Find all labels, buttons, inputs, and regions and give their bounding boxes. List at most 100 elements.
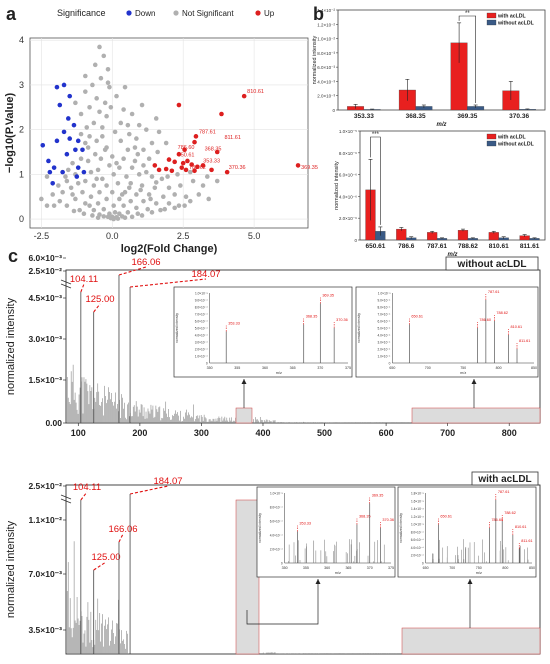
inset-y-tick-label: 1.0×10⁻³ (378, 292, 391, 296)
y-tick-label: 3.5×10⁻³ (28, 625, 62, 635)
inset-x-tick-label: 650 (423, 566, 429, 570)
point-down (40, 142, 46, 148)
inset-y-tick-label: 0 (206, 362, 208, 366)
y-axis-label: normalized intensity (334, 161, 340, 210)
inset-y-tick-label: 0 (389, 362, 391, 366)
point-up (183, 167, 189, 173)
y-tick-label: 2.0×10⁻³ (317, 94, 335, 99)
point-down (54, 138, 60, 144)
point-label: 370.36 (229, 165, 246, 171)
point-not-significant (50, 192, 55, 197)
inset-x-tick-label: 370 (317, 366, 323, 370)
point-not-significant (73, 100, 78, 106)
inset-peak-label: 810.61 (511, 325, 523, 329)
peak-label: 166.06 (131, 257, 160, 268)
inset-peak-label: 811.61 (521, 539, 532, 543)
point-not-significant (81, 211, 87, 216)
point-down (47, 169, 53, 175)
point-not-significant (145, 206, 151, 212)
inset-y-tick-label: 2.0×10⁻⁴ (411, 554, 425, 558)
y-tick-label: 1.0×10⁻² (317, 37, 335, 42)
inset-x-tick-label: 360 (262, 366, 268, 370)
inset-y-tick-label: 7.0×10⁻⁴ (378, 313, 392, 317)
point-not-significant (126, 185, 132, 191)
legend-swatch (486, 140, 497, 147)
point-down (46, 158, 51, 164)
point-not-significant (132, 158, 138, 164)
y-tick-label: 0 (332, 108, 335, 113)
point-not-significant (85, 145, 91, 150)
point-not-significant (163, 140, 169, 146)
point-not-significant (101, 53, 107, 59)
point-label: 788.62 (189, 165, 206, 171)
point-not-significant (153, 201, 159, 206)
significance-label: *** (372, 132, 380, 138)
point-not-significant (148, 196, 153, 202)
inset-x-tick-label: 365 (290, 366, 296, 370)
point-not-significant (183, 194, 189, 200)
x-tick-label: 700 (440, 428, 455, 438)
inset-peak-label: 811.61 (519, 339, 530, 343)
panel-c-spectrum-with: with acLDL 3.5×10⁻³ 7.0×10⁻³ 1.1×10⁻² 2.5×10… (5, 471, 541, 655)
point-label: 650.61 (178, 153, 195, 159)
point-not-significant (70, 192, 75, 197)
inset-x-axis-label: m/z (476, 571, 482, 575)
point-not-significant (88, 169, 94, 175)
point-label: 787.61 (199, 129, 216, 135)
point-not-significant (117, 165, 122, 170)
point-label: 811.61 (224, 135, 240, 141)
x-axis-label: log2(Fold Change) (121, 243, 218, 255)
point-not-significant (204, 174, 210, 179)
point-not-significant (44, 203, 50, 208)
point-not-significant (187, 169, 193, 175)
x-tick-label: 100 (71, 428, 86, 438)
point-not-significant (176, 203, 182, 208)
inset-y-tick-label: 1.0×10⁻³ (270, 492, 283, 496)
point-not-significant (144, 127, 149, 132)
point-up (214, 149, 220, 155)
bar-with (427, 232, 438, 241)
legend-marker (255, 10, 261, 16)
zoom-arrowhead (471, 379, 477, 384)
point-not-significant (214, 178, 220, 184)
inset-y-tick-label: 6.0×10⁻⁴ (195, 320, 209, 324)
point-not-significant (92, 62, 98, 68)
point-not-significant (101, 214, 107, 219)
x-tick-label: 650.61 (365, 243, 385, 250)
point-up (156, 167, 162, 173)
point-not-significant (134, 136, 139, 141)
panel-c-spectrum-without: without acLDL 0.00 1.5×10⁻³ 3.0×10⁻³ 4.5×10⁻… (5, 253, 541, 438)
point-not-significant (118, 120, 124, 126)
inset-x-tick-label: 750 (460, 366, 466, 370)
inset-y-tick-label: 9.0×10⁻⁴ (195, 299, 209, 303)
peak-leader (80, 283, 85, 293)
inset-y-tick-label: 6.0×10⁻⁴ (270, 520, 284, 524)
point-not-significant (109, 154, 115, 159)
point-not-significant (144, 169, 149, 175)
point-up (209, 167, 214, 173)
inset-y-tick-label: 1.8×10⁻³ (411, 492, 424, 496)
inset-x-tick-label: 375 (345, 366, 351, 370)
point-down (71, 122, 77, 128)
inset-peak-label: 650.61 (411, 315, 423, 319)
inset-y-tick-label: 2.0×10⁻⁴ (195, 348, 209, 352)
inset-x-tick-label: 700 (449, 566, 455, 570)
y-tick-label: 8.0×10⁻³ (317, 51, 335, 56)
point-not-significant (162, 206, 168, 212)
point-not-significant (165, 174, 170, 179)
point-up (219, 111, 224, 117)
point-not-significant (141, 147, 146, 153)
inset-y-tick-label: 8.0×10⁻⁴ (411, 530, 425, 534)
point-not-significant (149, 174, 155, 179)
point-not-significant (134, 192, 139, 197)
inset-peak-label: 788.62 (504, 511, 516, 515)
y-tick-label: 0.00 (45, 418, 62, 428)
inset-frame (355, 286, 539, 378)
inset-y-tick-label: 2.0×10⁻⁴ (270, 548, 284, 552)
y-tick-label: 3.0×10⁻³ (28, 334, 62, 344)
point-not-significant (90, 213, 95, 218)
point-not-significant (97, 189, 102, 195)
inset-y-axis-label: normalized intensity (399, 513, 403, 543)
point-up (185, 158, 190, 164)
